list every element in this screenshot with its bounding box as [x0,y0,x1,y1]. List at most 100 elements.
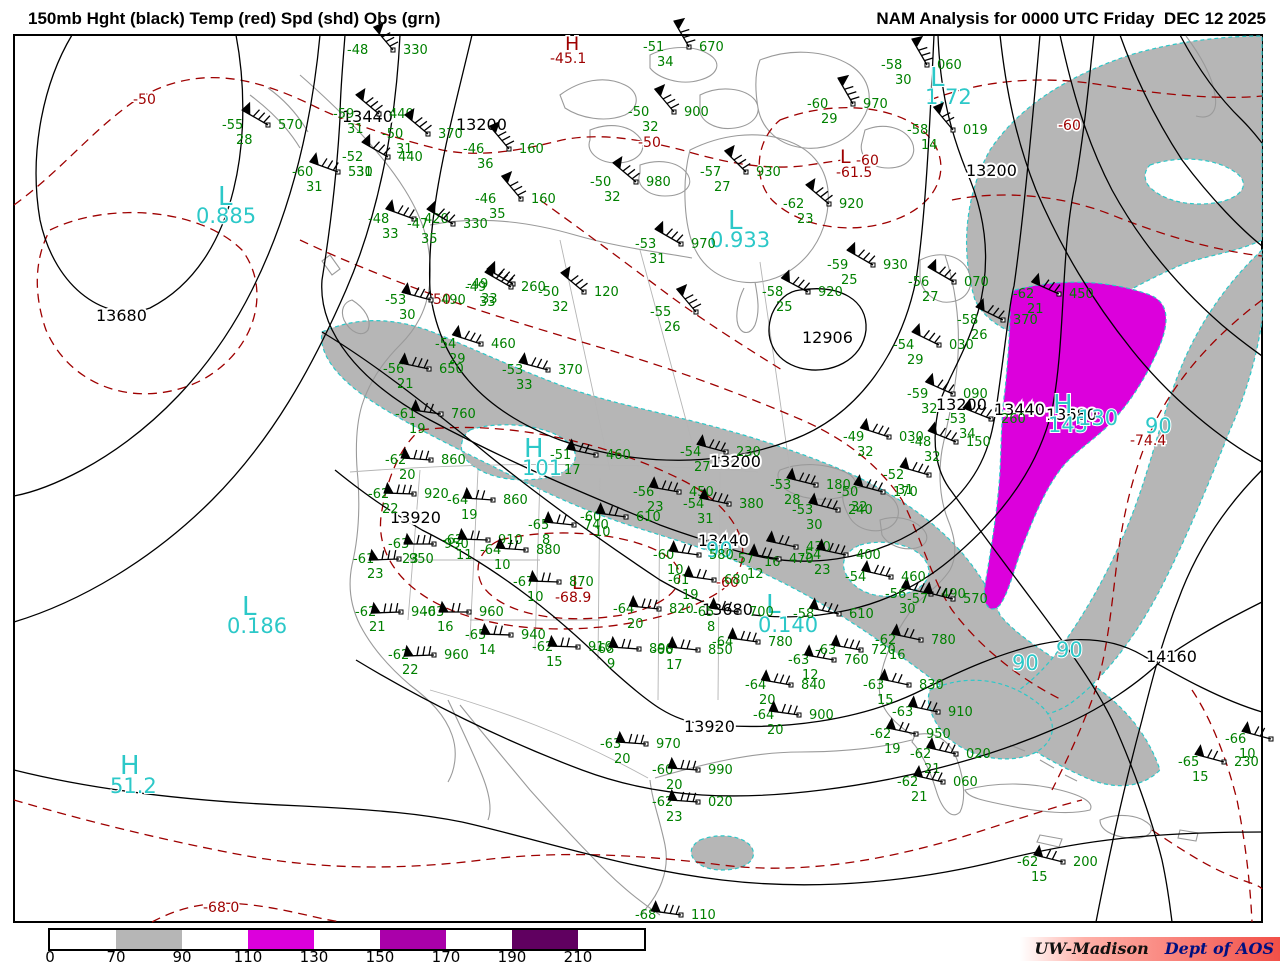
wind-barb-pennant [654,220,664,235]
title-bar: 150mb Hght (black) Temp (red) Spd (shd) … [0,0,1280,34]
temp-contour-label: -50 [133,92,156,108]
wind-barb-pennant [837,74,850,87]
station-temp: -62 [870,727,891,742]
wind-barb-tick [641,598,646,608]
station-wind-value: 31 [306,180,323,195]
station-temp: -46 [463,142,484,157]
wind-barb-tick [403,207,410,216]
wind-barb-pennant [648,476,660,489]
station-wind-value: 15 [877,693,894,708]
station-wind-value: 30 [399,308,416,323]
station-temp: -56 [383,362,404,377]
station-observation: -57 570 [907,581,988,607]
station-wind-value: 22 [382,502,399,517]
jet-core-110-130 [983,281,1167,610]
station-wind-value: 10 [667,563,684,578]
station-height: 860 [441,453,466,468]
wind-barb-tick [647,598,652,609]
station-wind-value: 10 [527,590,544,605]
station-observation: -60 970 29 [807,74,888,127]
wind-barb-pennant [404,107,415,122]
vorticity-speed-label: 145 [1048,413,1088,437]
speed-colorbar [48,928,646,951]
wind-barb-tick [950,432,958,441]
gulf-blob-70-90 [690,835,754,871]
wind-barb-tick [945,429,952,439]
alaska-panhandle [249,87,309,149]
wind-barb-tick [1254,726,1260,735]
wind-barb-tick [395,602,399,613]
wind-barb-tick [980,406,987,416]
station-observation: -65 230 15 [1178,744,1259,785]
height-contour [321,34,1041,562]
station-observation: -57 470 12 [733,543,814,582]
station-wind-value: 31 [356,165,373,180]
station-observation: -50 370 31 [382,107,463,157]
wind-barb-tick [614,506,619,516]
height-contour-label: 13680 [1046,405,1097,424]
wind-barb-pennant [370,601,381,614]
wind-barb-pennant [403,644,414,657]
height-contour [1179,34,1263,144]
wind-barb-pennant [830,634,842,647]
wind-barb-tick [932,702,938,712]
station-temp: -66 [1225,732,1246,747]
station-wind-value: 20 [614,752,631,767]
wind-barb-tick [918,46,928,51]
wind-barb-tick [370,100,379,108]
temperature-contour-layer [13,76,1263,923]
station-wind-value: 23 [647,500,664,515]
credit-dept: Dept of AOS [1164,939,1274,958]
station-height: 610 [636,510,661,525]
height-contour [334,469,1263,728]
wind-barb-tick [784,536,790,545]
station-observation: -61 680 19 [668,565,749,603]
station-observation: -64 900 20 [753,700,834,738]
station-observation: -63 720 [815,634,896,658]
station-wind-value: 33 [479,295,496,310]
station-temp: -63 [423,605,444,620]
station-height: 950 [926,727,951,742]
wind-barb-tick [950,744,956,754]
station-wind-value: 29 [821,112,838,127]
wind-barb-tick [608,505,614,515]
station-wind-value: 21 [369,620,386,635]
wind-barb-tick [937,772,943,782]
mexico-west-coastline [447,699,661,916]
station-temp: -57 [733,552,754,567]
height-contour-label: 13920 [684,717,735,736]
wind-barb-tick [263,115,271,123]
station-wind-value: 25 [841,273,858,288]
wind-barb-tick [680,28,690,33]
station-wind-value: 21 [1027,302,1044,317]
wind-barb-tick [779,674,785,684]
wind-barb-tick [723,494,729,504]
vorticity-speed-label: 130 [1078,406,1118,430]
wind-barb-tick [500,274,509,282]
station-wind-value: 15 [546,655,563,670]
station-observation: -65 940 14 [465,622,546,658]
wind-barb-pennant [565,438,577,452]
wind-barb-tick [562,514,567,525]
arctic-islands [559,47,915,197]
wind-barb-tick [332,162,339,171]
wind-barb-tick [935,586,942,596]
station-height: 460 [491,337,516,352]
station-temp: -50 [837,485,858,500]
wind-barb-tick [974,404,981,414]
station-height: 370 [438,127,463,142]
wind-barb-tick [904,723,910,732]
colorbar-segment [116,930,182,949]
wind-barb-tick [662,94,672,100]
wind-barb-pennant [803,644,815,657]
height-contour-label: 13440 [698,531,749,550]
wind-barb-tick [686,792,691,802]
wind-barb-tick [423,402,429,412]
station-wind-value: 26 [664,320,681,335]
wind-barb-pennant [808,597,820,611]
station-temp: -56 [633,485,654,500]
station-wind-value: 28 [236,133,253,148]
station-wind-value: 27 [694,460,711,475]
station-wind-value: 20 [627,617,644,632]
